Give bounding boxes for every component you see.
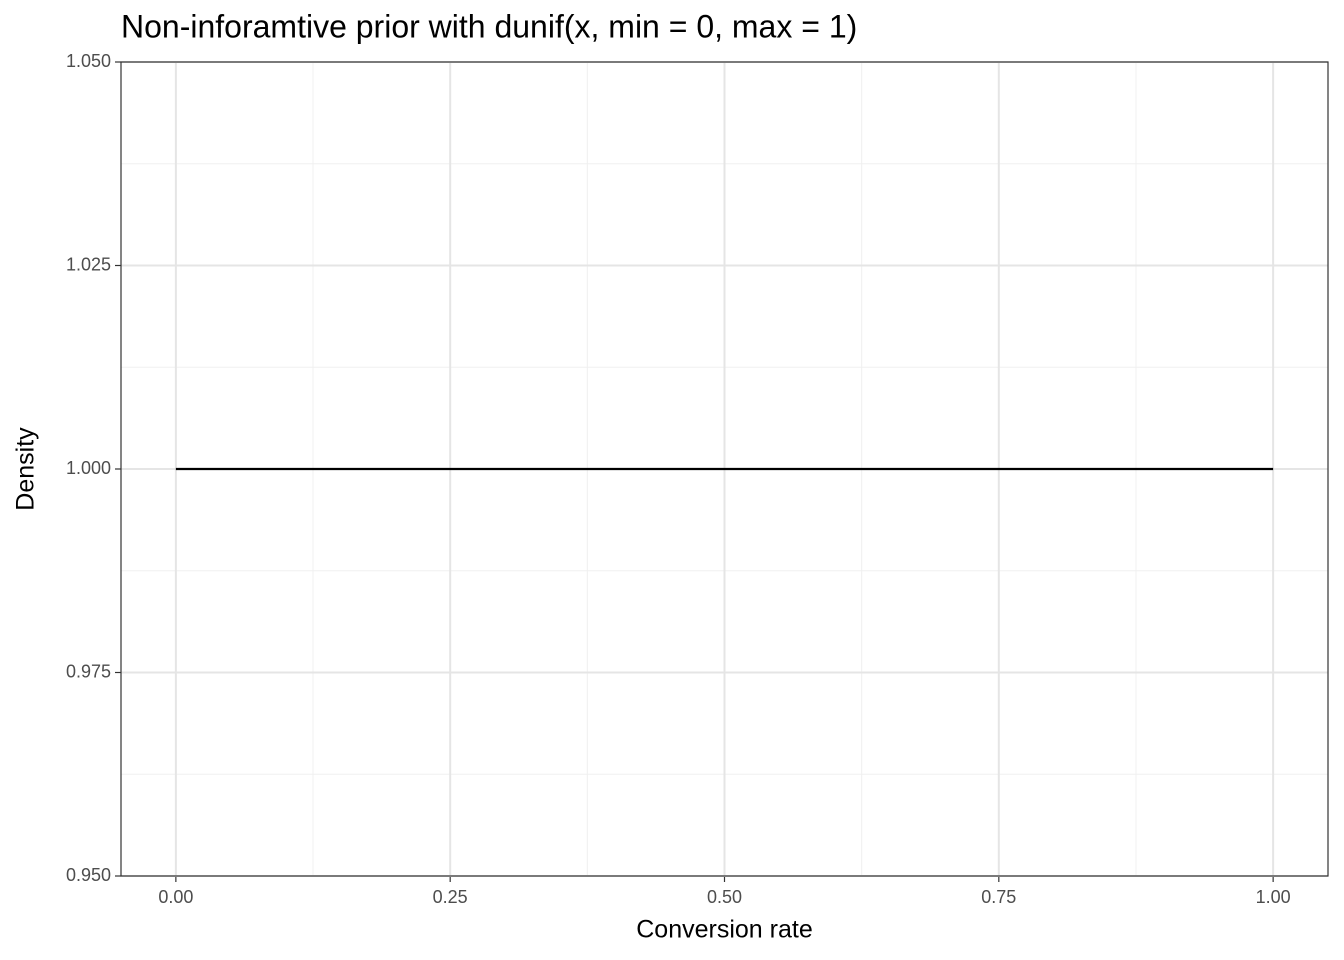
x-tick-label: 1.00	[1256, 887, 1291, 907]
y-tick-label: 0.950	[66, 865, 111, 885]
chart-title: Non-inforamtive prior with dunif(x, min …	[121, 8, 857, 44]
x-tick-label: 0.75	[981, 887, 1016, 907]
y-tick-label: 1.000	[66, 458, 111, 478]
y-tick-label: 1.050	[66, 51, 111, 71]
y-tick-label: 0.975	[66, 661, 111, 681]
y-axis-title: Density	[12, 427, 40, 511]
x-tick-label: 0.25	[433, 887, 468, 907]
panel-border	[120, 61, 1329, 877]
x-tick-label: 0.50	[707, 887, 742, 907]
x-axis-title: Conversion rate	[636, 916, 812, 944]
x-tick-label: 0.00	[158, 887, 193, 907]
y-tick-label: 1.025	[66, 254, 111, 274]
